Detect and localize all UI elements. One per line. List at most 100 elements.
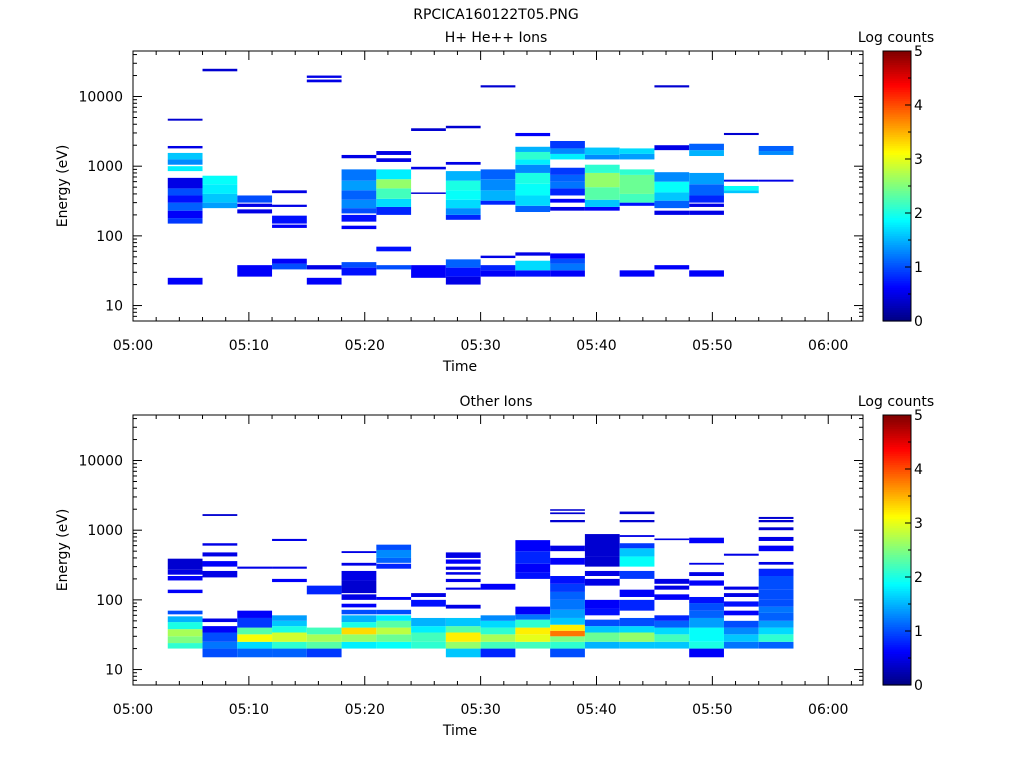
heatmap-cell — [341, 180, 377, 191]
y-axis-label: Energy (eV) — [55, 509, 71, 592]
colorbar-swatch — [883, 296, 911, 300]
y-tick-label: 1000 — [87, 523, 123, 539]
heatmap-cell — [654, 200, 690, 209]
heatmap-cell — [376, 151, 412, 155]
heatmap-cell — [167, 616, 203, 623]
heatmap-cell — [515, 634, 551, 642]
colorbar-swatch — [883, 69, 911, 72]
heatmap-cell — [376, 549, 412, 558]
colorbar-swatch — [883, 550, 911, 553]
heatmap-cell — [689, 537, 724, 544]
heatmap-cell — [341, 615, 377, 623]
colorbar-swatch — [883, 114, 911, 117]
heatmap-cell — [445, 604, 481, 609]
colorbar-swatch — [883, 453, 911, 457]
heatmap-cell — [202, 641, 238, 649]
heatmap-cell — [723, 641, 759, 649]
colorbar-swatch — [883, 273, 911, 277]
heatmap-cell — [758, 589, 794, 600]
colorbar-swatch — [883, 278, 911, 282]
heatmap-cell — [306, 277, 342, 285]
colorbar-swatch — [883, 84, 911, 88]
heatmap-cell — [376, 634, 412, 642]
heatmap-cells — [167, 509, 794, 658]
heatmap-cell — [341, 169, 377, 181]
heatmap-cell — [445, 180, 481, 191]
heatmap-cell — [515, 627, 551, 635]
heatmap-cell — [723, 586, 759, 590]
heatmap-cell — [619, 511, 655, 515]
heatmap-cell — [341, 609, 377, 615]
heatmap-cell — [550, 648, 585, 658]
heatmap-cell — [515, 606, 551, 615]
colorbar-swatch — [883, 73, 911, 77]
colorbar-swatch — [883, 242, 911, 246]
heatmap-cell — [654, 210, 690, 215]
heatmap-cell — [445, 626, 481, 633]
y-tick-label: 10000 — [78, 454, 123, 470]
heatmap-cell — [445, 259, 481, 268]
heatmap-cell — [237, 641, 273, 649]
colorbar-swatch — [883, 516, 911, 520]
colorbar-swatch — [883, 624, 911, 628]
heatmap-cell — [237, 566, 273, 569]
colorbar-swatch — [883, 502, 911, 506]
heatmap-cell — [237, 648, 273, 658]
colorbar-swatch — [883, 174, 911, 178]
colorbar-swatch — [883, 125, 911, 129]
colorbar-swatch — [883, 615, 911, 619]
colorbar-swatch — [883, 457, 911, 461]
heatmap-cell — [202, 648, 238, 658]
heatmap-cell — [167, 569, 203, 575]
heatmap-cell — [723, 185, 759, 191]
heatmap-cell — [758, 627, 794, 635]
colorbar-swatch — [883, 210, 911, 214]
heatmap-cell — [689, 195, 724, 203]
colorbar-swatch — [883, 545, 911, 549]
heatmap-cell — [306, 75, 342, 78]
colorbar-tick-label: 0 — [914, 314, 923, 330]
heatmap-cell — [515, 172, 551, 184]
heatmap-cell — [341, 190, 377, 200]
colorbar-swatch — [883, 172, 911, 176]
colorbar-swatch — [883, 455, 911, 459]
x-tick-label: 05:40 — [576, 702, 616, 718]
heatmap-cell — [272, 648, 307, 658]
heatmap-cell — [445, 632, 481, 642]
heatmap-cell — [515, 619, 551, 628]
y-tick-label: 10 — [105, 299, 123, 315]
heatmap-cell — [341, 580, 377, 594]
colorbar-swatch — [883, 111, 911, 115]
heatmap-cell — [723, 601, 759, 607]
heatmap-cell — [480, 265, 516, 271]
heatmap-cell — [237, 634, 273, 642]
heatmap-cell — [723, 553, 759, 556]
colorbar-swatch — [883, 280, 911, 284]
colorbar-swatch — [883, 518, 911, 522]
colorbar-swatch — [883, 489, 911, 493]
colorbar-swatch — [883, 253, 911, 257]
heatmap-cell — [758, 606, 794, 613]
x-tick-label: 05:30 — [460, 338, 500, 354]
colorbar-swatch — [883, 224, 911, 228]
heatmap-cell — [202, 184, 238, 194]
heatmap-cell — [480, 648, 516, 658]
heatmap-cell — [689, 641, 724, 649]
colorbar-swatch — [883, 222, 911, 225]
colorbar-swatch — [883, 109, 911, 113]
colorbar-swatch — [883, 523, 911, 526]
colorbar-swatch — [883, 660, 911, 664]
heatmap-cell — [654, 634, 690, 642]
colorbar-swatch — [883, 583, 911, 587]
heatmap-cell — [689, 172, 724, 185]
heatmap-cell — [445, 648, 481, 658]
y-tick-label: 10000 — [78, 90, 123, 106]
heatmap-cell — [550, 174, 585, 182]
heatmap-cell — [515, 270, 551, 277]
heatmap-cell — [550, 520, 585, 523]
heatmap-cell — [202, 626, 238, 633]
heatmap-cell — [758, 179, 794, 182]
heatmap-cell — [272, 626, 307, 633]
colorbar-swatch — [883, 547, 911, 551]
colorbar-swatch — [883, 633, 911, 637]
